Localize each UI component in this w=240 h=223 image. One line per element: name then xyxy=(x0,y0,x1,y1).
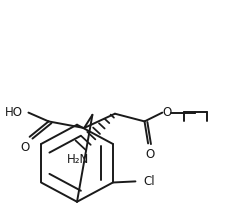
Text: O: O xyxy=(146,148,155,161)
Text: O: O xyxy=(162,106,172,119)
Text: Cl: Cl xyxy=(144,175,155,188)
Text: H₂N: H₂N xyxy=(67,153,89,166)
Text: O: O xyxy=(20,141,30,154)
Text: HO: HO xyxy=(5,106,23,119)
